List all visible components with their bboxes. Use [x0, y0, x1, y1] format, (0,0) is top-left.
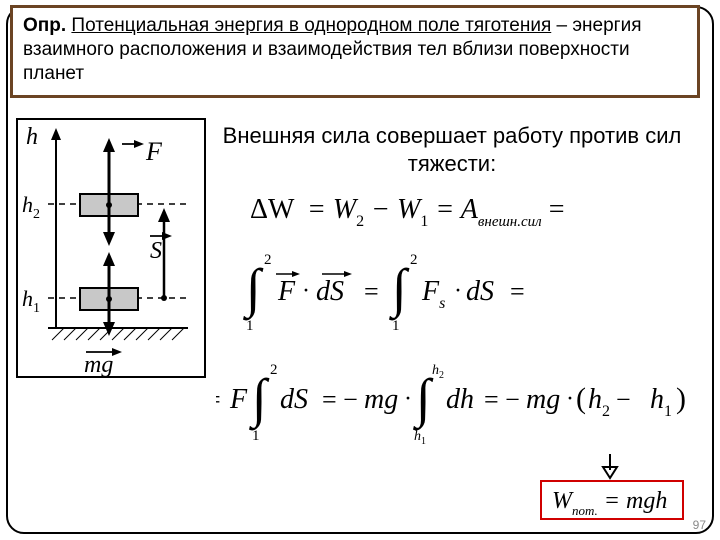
eq1-sub2: 2 [356, 213, 364, 230]
svg-text:h1: h1 [650, 384, 672, 420]
svg-text:Fs: Fs [421, 276, 445, 312]
svg-text:=: = [510, 277, 525, 306]
result-W: W [552, 488, 574, 514]
eq2-dS: dS [466, 276, 494, 307]
equations-area: ΔW = W2 − W1 = Aвнешн.сил = ∫ 2 1 F · dS… [216, 178, 706, 478]
eq1-tail: = [549, 194, 565, 225]
svg-text:·: · [454, 278, 462, 304]
svg-text:h1: h1 [414, 429, 426, 447]
eq3-int1-low: 1 [252, 428, 260, 444]
svg-text:∫: ∫ [243, 258, 264, 321]
eq3-h2: h [432, 363, 439, 378]
eq2-int1-high: 2 [264, 252, 272, 268]
svg-text:=: = [364, 277, 379, 306]
S-label: S [150, 238, 162, 264]
eq1-eq: = W [307, 194, 359, 225]
svg-text:∫: ∫ [249, 368, 270, 431]
eq2-Fs: F [421, 276, 440, 307]
definition-dash: – [551, 15, 572, 36]
caption-text: Внешняя сила совершает работу против сил… [210, 122, 694, 177]
svg-text:h2: h2 [22, 192, 40, 222]
eq3-F: F [229, 384, 248, 415]
eq3-int1-high: 2 [270, 362, 278, 378]
svg-text:= −: = − [322, 385, 358, 414]
eq3-h1sub: 1 [421, 436, 426, 447]
svg-text:Wпот. = mgh: Wпот. = mgh [552, 488, 667, 518]
eq3-dS: dS [280, 384, 308, 415]
eq3-mg2: mg [526, 384, 560, 415]
result-Wsub: пот. [572, 503, 598, 518]
svg-text:): ) [676, 382, 686, 415]
svg-text:∫: ∫ [389, 258, 410, 321]
svg-text:∫: ∫ [413, 368, 434, 431]
result-formula-box: Wпот. = mgh [540, 480, 684, 520]
eq3-dh: dh [446, 384, 474, 415]
definition-box: Опр. Потенциальная энергия в однородном … [10, 5, 700, 98]
h1-sub: 1 [33, 301, 40, 316]
h1-label: h [22, 286, 33, 311]
eq1-Asub: внешн.сил [478, 214, 542, 230]
eq2-int2-low: 1 [392, 318, 400, 334]
svg-text:·: · [404, 386, 412, 412]
arrow-down-icon [598, 452, 622, 480]
eq3-h2sub: 2 [439, 370, 444, 381]
result-rhs: = mgh [598, 488, 668, 514]
definition-text: Опр. Потенциальная энергия в однородном … [23, 14, 687, 85]
definition-prefix: Опр. [23, 15, 66, 36]
equations-svg: ΔW = W2 − W1 = Aвнешн.сил = ∫ 2 1 F · dS… [216, 178, 706, 478]
eq3-mg1: mg [364, 384, 398, 415]
eq3-h1: h [414, 429, 421, 444]
physics-diagram: h h1 h2 F mg S [16, 118, 206, 378]
eq3-ph1sub: 1 [664, 403, 672, 420]
h2-label: h [22, 192, 33, 217]
eq1-eqA: = A [435, 194, 478, 225]
eq2-Fssub: s [439, 295, 445, 312]
svg-text:=: = [216, 385, 221, 414]
svg-text:·: · [566, 386, 574, 412]
mg-label: mg [84, 352, 113, 376]
eq3-ph2: h [588, 384, 602, 415]
svg-text:−: − [616, 385, 631, 414]
F-label: F [145, 137, 163, 166]
eq1-minus: − W [371, 194, 423, 225]
svg-text:ΔW = W2 − W1: ΔW = W2 − W1 = Aвнешн.сил = [250, 194, 565, 233]
page-number: 97 [693, 518, 706, 532]
definition-term: Потенциальная энергия в однородном поле … [71, 15, 551, 36]
eq2-int1-low: 1 [246, 318, 254, 334]
svg-text:h2: h2 [588, 384, 610, 420]
eq3-ph1: h [650, 384, 664, 415]
svg-text:·: · [302, 278, 310, 304]
svg-text:(: ( [576, 382, 586, 415]
eq2-Fvec: F [277, 276, 296, 307]
eq1-sub1: 1 [420, 213, 428, 230]
diagram-svg: h h1 h2 F mg S [18, 120, 204, 376]
svg-text:h1: h1 [22, 286, 40, 316]
eq2-dSvec: dS [316, 276, 344, 307]
h2-sub: 2 [33, 207, 40, 222]
eq3-ph2sub: 2 [602, 403, 610, 420]
result-formula: Wпот. = mgh [542, 482, 682, 518]
svg-text:= −: = − [484, 385, 520, 414]
eq1-deltaW: ΔW [250, 194, 295, 225]
eq2-int2-high: 2 [410, 252, 418, 268]
svg-text:h2: h2 [432, 363, 444, 381]
h-axis-label: h [26, 124, 38, 150]
